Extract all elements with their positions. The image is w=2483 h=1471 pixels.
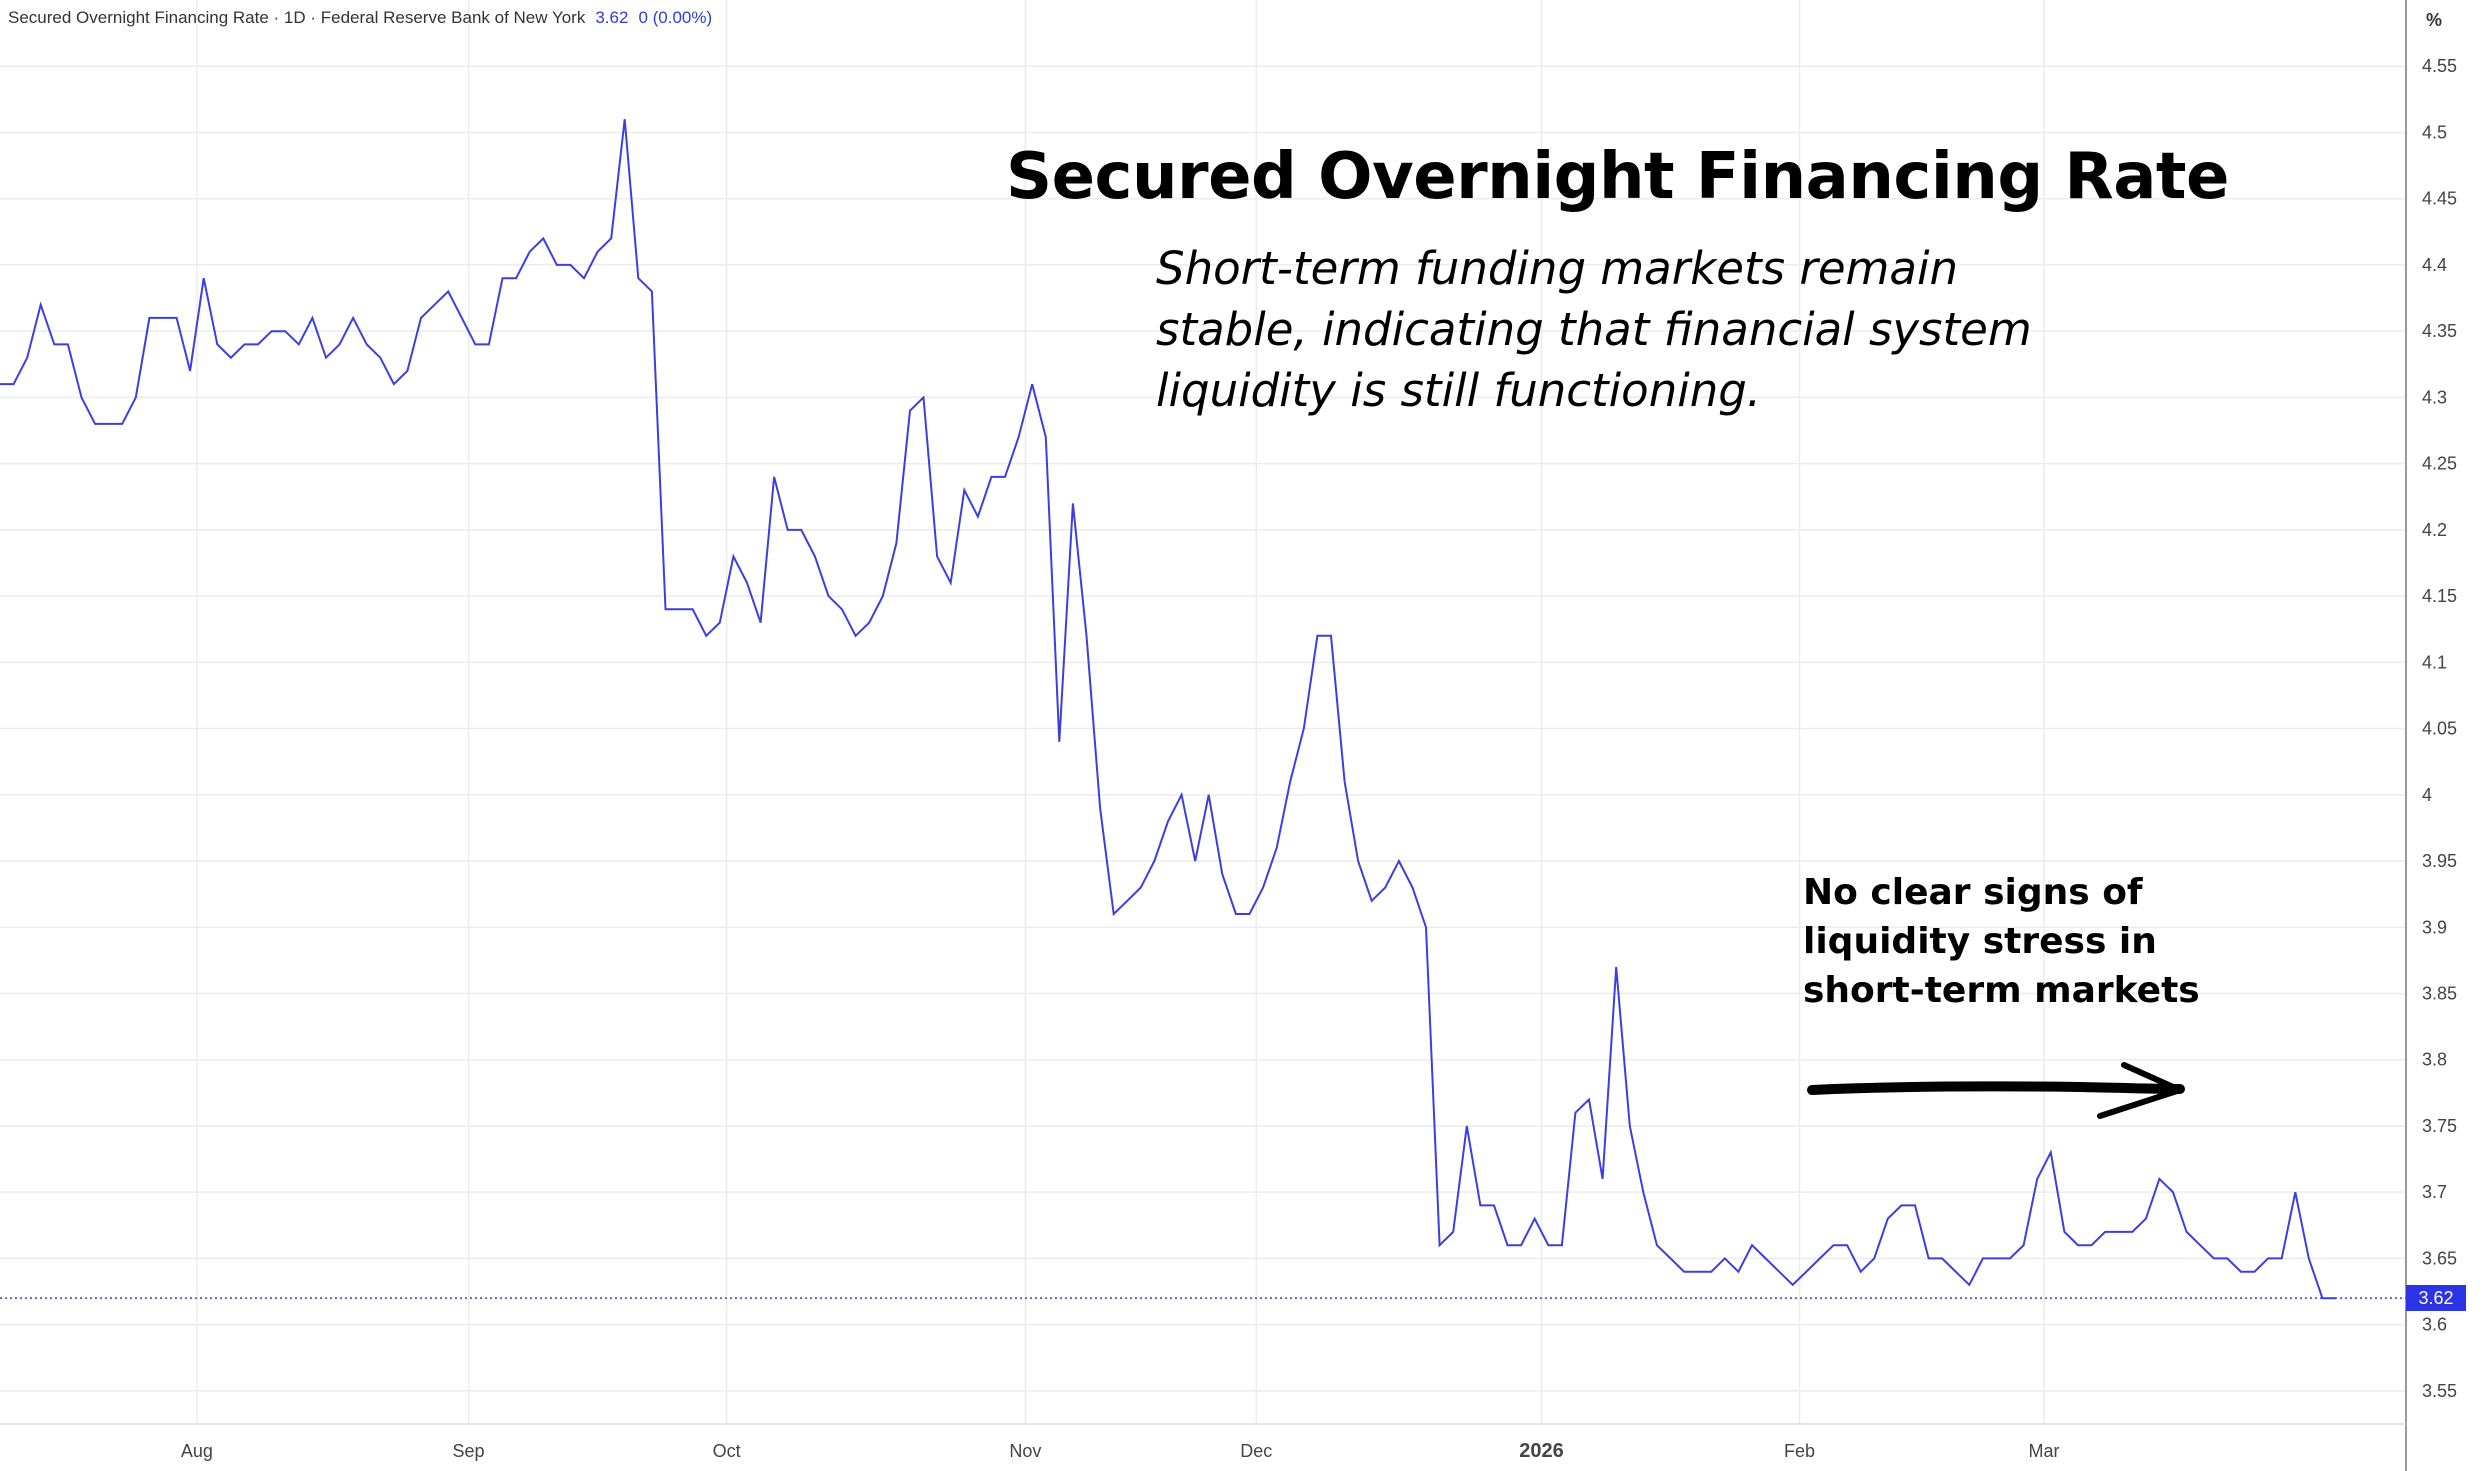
vertical-gridlines <box>196 0 2045 1424</box>
y-tick-label: 3.6 <box>2422 1315 2447 1335</box>
series-line <box>0 119 2336 1300</box>
change-value: 0 (0.00%) <box>638 8 713 27</box>
x-tick-label: Feb <box>1784 1441 1815 1461</box>
y-tick-label: 4.2 <box>2422 520 2447 540</box>
y-tick-label: 4.3 <box>2422 387 2447 407</box>
y-tick-label: 3.85 <box>2422 983 2457 1003</box>
symbol-title: Secured Overnight Financing Rate · 1D · … <box>8 8 586 27</box>
y-tick-label: 4.25 <box>2422 454 2457 474</box>
x-tick-label: Aug <box>181 1441 213 1461</box>
y-tick-label: 4.4 <box>2422 255 2447 275</box>
annotation-note: No clear signs of liquidity stress in sh… <box>1803 872 2200 1011</box>
x-axis-tick-labels: Aug Sep Oct Nov Dec 2026 Feb Mar <box>181 1440 2060 1462</box>
y-tick-label: 3.55 <box>2422 1381 2457 1401</box>
y-tick-label: 4.35 <box>2422 321 2457 341</box>
y-tick-label: 3.9 <box>2422 917 2447 937</box>
annotation-subtitle: Short-term funding markets remain stable… <box>1156 242 2032 417</box>
y-tick-label: 4.5 <box>2422 122 2447 142</box>
unit-label: % <box>2426 10 2443 30</box>
y-tick-label: 3.7 <box>2422 1182 2447 1202</box>
y-tick-label: 4.05 <box>2422 719 2457 739</box>
y-tick-label: 3.8 <box>2422 1050 2447 1070</box>
x-tick-label: Dec <box>1240 1441 1272 1461</box>
y-tick-label: 4.55 <box>2422 56 2457 76</box>
y-axis-tick-labels: 3.55 3.6 3.65 3.7 3.75 3.8 3.85 3.9 3.95 4 4.05 4.1… <box>2422 56 2457 1401</box>
annotation-title: Secured Overnight Financing Rate <box>1006 140 2229 214</box>
y-tick-label: 4.45 <box>2422 189 2457 209</box>
chart-header: Secured Overnight Financing Rate · 1D · … <box>8 8 712 28</box>
horizontal-gridlines <box>0 65 2406 1392</box>
x-tick-label: Oct <box>713 1441 741 1461</box>
y-tick-label: 4 <box>2422 785 2432 805</box>
y-tick-label: 3.95 <box>2422 851 2457 871</box>
last-value: 3.62 <box>595 8 629 27</box>
x-tick-label: Sep <box>453 1441 485 1461</box>
y-tick-label: 4.15 <box>2422 586 2457 606</box>
x-tick-label: 2026 <box>1519 1440 1564 1462</box>
arrow-annotation <box>1807 1062 2185 1119</box>
y-tick-label: 4.1 <box>2422 652 2447 672</box>
last-value-badge: 3.62 <box>2406 1285 2466 1312</box>
y-tick-label: 3.65 <box>2422 1248 2457 1268</box>
y-tick-label: 3.75 <box>2422 1116 2457 1136</box>
x-tick-label: Mar <box>2029 1441 2060 1461</box>
x-tick-label: Nov <box>1009 1441 1041 1461</box>
